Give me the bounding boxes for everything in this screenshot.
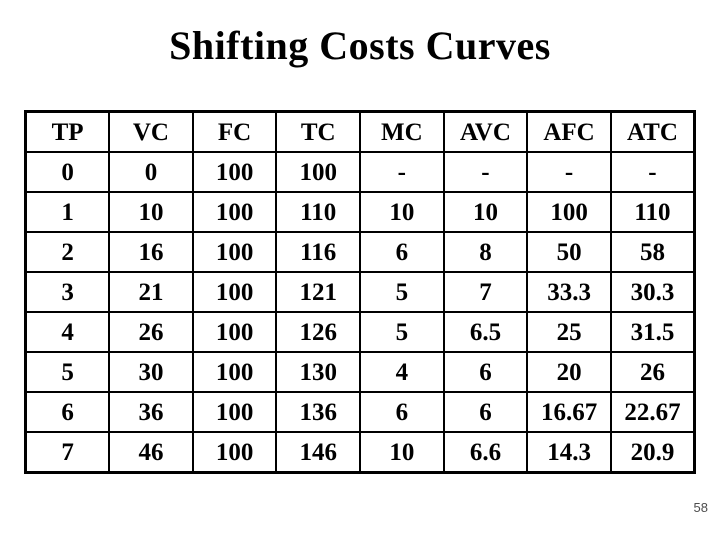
page-number: 58 xyxy=(693,500,708,515)
table-cell: - xyxy=(526,151,612,193)
column-header-tc: TC xyxy=(275,110,361,153)
table-cell: 4 xyxy=(359,351,445,393)
table-cell: 33.3 xyxy=(526,271,612,313)
table-cell: 26 xyxy=(609,351,696,393)
table-cell: 6 xyxy=(442,391,529,433)
table-cell: 7 xyxy=(442,271,529,313)
table-cell: 10 xyxy=(359,431,445,474)
table-cell: 31.5 xyxy=(609,311,696,353)
table-cell: 20.9 xyxy=(609,431,696,474)
table-cell: 30 xyxy=(108,351,194,393)
table-row: 7 46 100 146 10 6.6 14.3 20.9 xyxy=(24,431,696,474)
table-cell: 110 xyxy=(609,191,696,233)
table-cell: 110 xyxy=(275,191,361,233)
table-row: 0 0 100 100- - - - xyxy=(24,151,696,193)
table-cell: 6.5 xyxy=(442,311,529,353)
table-cell: 58 xyxy=(609,231,696,273)
column-header-atc: ATC xyxy=(609,110,696,153)
table-cell: 146 xyxy=(275,431,361,474)
column-header-tp: TP xyxy=(24,110,111,153)
table-cell: 30.3 xyxy=(609,271,696,313)
table-cell: 116 xyxy=(275,231,361,273)
table-cell: 8 xyxy=(442,231,529,273)
table-cell: 14.3 xyxy=(526,431,612,474)
table-header-row: TP VC FC TC MC AVC AFC ATC xyxy=(24,110,696,153)
table-body: 0 0 100 100- - - -1 10 100 110 10 10 100 110 2 16 100 116… xyxy=(24,151,696,474)
slide-title: Shifting Costs Curves xyxy=(169,23,551,68)
table-cell: 2 xyxy=(24,231,111,273)
table-cell: 21 xyxy=(108,271,194,313)
table-cell: 20 xyxy=(526,351,612,393)
table-cell: 10 xyxy=(442,191,529,233)
table-cell: 46 xyxy=(108,431,194,474)
table-row: 6 36 100 136 6 6 16.67 22.67 xyxy=(24,391,696,433)
table-cell: 126 xyxy=(275,311,361,353)
table-cell: 100 xyxy=(191,391,278,433)
table-cell: 100 xyxy=(191,351,278,393)
table-cell: 6 xyxy=(359,231,445,273)
table-cell: - xyxy=(442,151,529,193)
column-header-mc: MC xyxy=(359,110,445,153)
table-cell: 121 xyxy=(275,271,361,313)
table-cell: 130 xyxy=(275,351,361,393)
table-cell: 100 xyxy=(191,431,278,474)
table-row: 4 26 100 126 5 6.5 25 31.5 xyxy=(24,311,696,353)
column-header-avc: AVC xyxy=(442,110,529,153)
table-row: 5 30 100 130 4 6 20 26 xyxy=(24,351,696,393)
column-header-afc: AFC xyxy=(526,110,612,153)
table-cell: 6 xyxy=(359,391,445,433)
table-cell: 100 xyxy=(191,311,278,353)
table-cell: 10 xyxy=(108,191,194,233)
table-cell: 3 xyxy=(24,271,111,313)
table-cell: 5 xyxy=(359,311,445,353)
table-cell: - xyxy=(359,151,445,193)
table-row: 1 10 100 110 10 10 100 110 xyxy=(24,191,696,233)
table-cell: 6 xyxy=(24,391,111,433)
column-header-vc: VC xyxy=(108,110,194,153)
table-cell: 26 xyxy=(108,311,194,353)
table-cell: 100 xyxy=(191,271,278,313)
table-cell: 100 xyxy=(191,191,278,233)
table-cell: 22.67 xyxy=(609,391,696,433)
table-cell: 50 xyxy=(526,231,612,273)
table-cell: 7 xyxy=(24,431,111,474)
table-row: 2 16 100 116 6 8 50 58 xyxy=(24,231,696,273)
table-cell: 0 xyxy=(108,151,194,193)
column-header-fc: FC xyxy=(191,110,278,153)
table-cell: - xyxy=(609,151,696,193)
table-cell: 16.67 xyxy=(526,391,612,433)
table-cell: 36 xyxy=(108,391,194,433)
table-cell: 100 xyxy=(526,191,612,233)
table-row: 3 21 100 121 5 7 33.3 30.3 xyxy=(24,271,696,313)
table-cell: 1 xyxy=(24,191,111,233)
table-cell: 25 xyxy=(526,311,612,353)
table-cell: 100 xyxy=(275,151,361,193)
table-head: TP VC FC TC MC AVC AFC ATC xyxy=(24,110,696,153)
cost-curves-table: TP VC FC TC MC AVC AFC ATC 0 0 100 100- - - -1… xyxy=(24,110,696,474)
table-cell: 0 xyxy=(24,151,111,193)
table-cell: 100 xyxy=(191,231,278,273)
table-cell: 6 xyxy=(442,351,529,393)
table-cell: 5 xyxy=(24,351,111,393)
table-cell: 6.6 xyxy=(442,431,529,474)
table-cell: 16 xyxy=(108,231,194,273)
table-cell: 4 xyxy=(24,311,111,353)
table-cell: 100 xyxy=(191,151,278,193)
table-cell: 10 xyxy=(359,191,445,233)
table-cell: 5 xyxy=(359,271,445,313)
table-cell: 136 xyxy=(275,391,361,433)
